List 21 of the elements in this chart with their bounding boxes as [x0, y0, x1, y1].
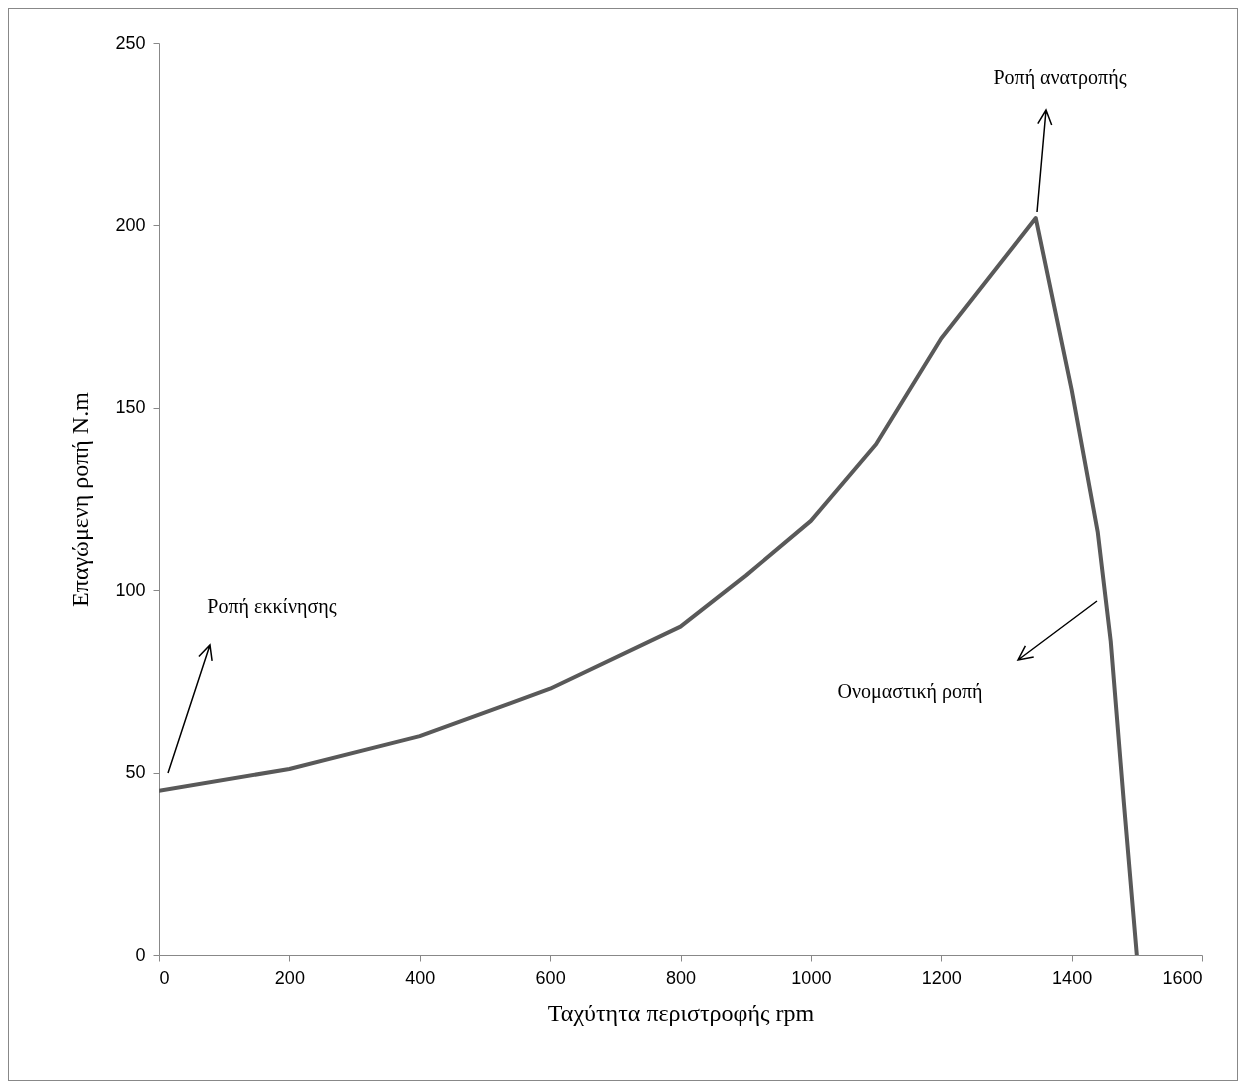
y-tick-label: 100 [115, 579, 146, 600]
y-tick-label: 250 [115, 32, 146, 53]
annotation: Ονομαστική ροπή [837, 680, 983, 703]
x-tick-label: 800 [665, 967, 697, 988]
x-tick-label: 1200 [921, 967, 962, 988]
annotation: Ροπή εκκίνησης [207, 595, 337, 618]
x-tick-label: 0 [159, 967, 170, 988]
x-tick-label: 1000 [791, 967, 832, 988]
line-series [159, 216, 1139, 955]
x-axis-title: Ταχύτητα περιστροφής rpm [547, 999, 815, 1026]
x-tick-label: 400 [405, 967, 436, 988]
x-tick-label: 600 [535, 967, 566, 988]
y-tick-label: 200 [115, 214, 146, 235]
y-tick-label: 0 [135, 944, 146, 965]
x-tick-label: 200 [274, 967, 305, 988]
y-tick-label: 150 [115, 397, 146, 418]
y-tick-label: 50 [125, 762, 146, 783]
x-tick-label: 1400 [1052, 967, 1093, 988]
y-axis-title: Επαγώμενη ροπή N.m [67, 391, 94, 607]
annotation: Ροπή ανατροπής [993, 66, 1127, 89]
x-tick-label: 1600 [1162, 967, 1203, 988]
